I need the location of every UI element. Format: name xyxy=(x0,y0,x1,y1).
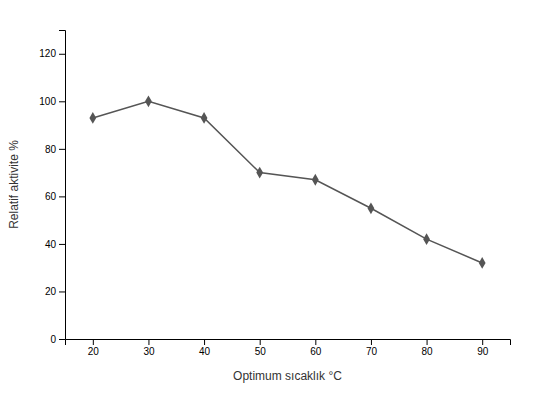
x-axis-title: Optimum sıcaklık °C xyxy=(233,369,342,383)
tick-mark xyxy=(59,291,65,292)
chart: 20 30 40 50 60 70 80 90 0 20 40 60 80 100 120 Optimum s… xyxy=(0,0,540,394)
tick-mark xyxy=(260,339,261,345)
tick-label: 20 xyxy=(45,286,57,297)
tick-label: 120 xyxy=(39,48,56,59)
tick-label: 40 xyxy=(199,346,211,357)
tick-label: 40 xyxy=(45,239,57,250)
y-tick: 60 xyxy=(45,191,65,202)
tick-mark xyxy=(59,339,65,340)
tick-mark xyxy=(148,339,149,345)
tick-label: 80 xyxy=(422,346,434,357)
x-tick: 30 xyxy=(143,339,155,357)
tick-mark xyxy=(59,54,65,55)
tick-mark xyxy=(315,339,316,345)
y-tick: 100 xyxy=(39,96,65,107)
tick-label: 90 xyxy=(477,346,489,357)
y-tick: 20 xyxy=(45,286,65,297)
y-tick: 0 xyxy=(50,334,65,345)
tick-mark xyxy=(204,339,205,345)
x-tick: 90 xyxy=(477,339,489,357)
point xyxy=(89,112,96,124)
tick-label: 20 xyxy=(88,346,100,357)
axis-line xyxy=(66,340,511,346)
tick-mark xyxy=(59,101,65,102)
plot: 20 30 40 50 60 70 80 90 0 20 40 60 80 100 120 xyxy=(39,31,510,358)
tick-label: 60 xyxy=(310,346,322,357)
tick-label: 100 xyxy=(39,96,56,107)
tick-mark xyxy=(59,244,65,245)
tick-label: 0 xyxy=(50,334,56,345)
tick-mark xyxy=(59,196,65,197)
point xyxy=(256,167,263,179)
marks xyxy=(89,95,485,268)
point xyxy=(145,95,152,107)
x-tick: 60 xyxy=(310,339,322,357)
point xyxy=(479,257,486,269)
tick-label: 80 xyxy=(45,144,57,155)
tick-label: 30 xyxy=(143,346,155,357)
tick-mark xyxy=(371,339,372,345)
x-tick: 40 xyxy=(199,339,211,357)
x-axis: 20 30 40 50 60 70 80 90 xyxy=(66,339,511,357)
y-tick: 80 xyxy=(45,144,65,155)
point xyxy=(368,202,375,214)
tick-label: 50 xyxy=(255,346,267,357)
y-axis-title: Relatif aktivite % xyxy=(7,140,21,229)
tick-mark xyxy=(93,339,94,345)
x-tick: 70 xyxy=(366,339,378,357)
point xyxy=(423,233,430,245)
point xyxy=(312,174,319,186)
y-tick: 120 xyxy=(39,48,65,59)
x-tick: 80 xyxy=(422,339,434,357)
y-axis: 0 20 40 60 80 100 120 xyxy=(39,31,65,345)
line xyxy=(93,101,482,263)
tick-mark xyxy=(427,339,428,345)
y-tick: 40 xyxy=(45,239,65,250)
tick-mark xyxy=(59,149,65,150)
x-tick: 20 xyxy=(88,339,100,357)
point xyxy=(201,112,208,124)
tick-label: 60 xyxy=(45,191,57,202)
tick-mark xyxy=(482,339,483,345)
x-tick: 50 xyxy=(255,339,267,357)
axis-line xyxy=(59,31,66,340)
tick-label: 70 xyxy=(366,346,378,357)
